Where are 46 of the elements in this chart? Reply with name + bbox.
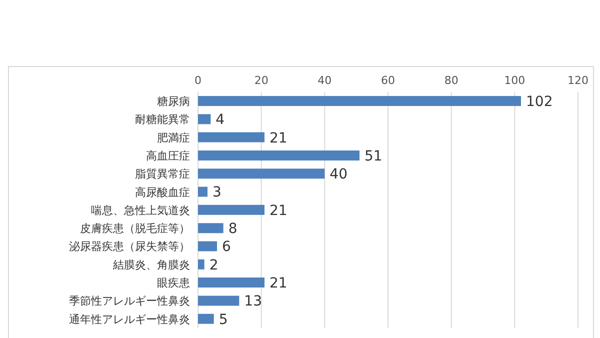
data-label: 21 <box>270 276 288 292</box>
data-label: 8 <box>228 221 238 238</box>
bar <box>198 186 208 197</box>
y-tick-label: 皮膚疾患（脱毛症等） <box>80 222 190 236</box>
y-tick-label: 通年性アレルギー性鼻炎 <box>69 312 190 326</box>
x-tick-label: 40 <box>318 74 332 87</box>
bar <box>198 314 214 324</box>
data-label: 2 <box>209 257 218 274</box>
y-tick-label: 糖尿病 <box>157 94 190 108</box>
x-tick-label: 20 <box>254 74 268 87</box>
data-label: 6 <box>222 239 231 256</box>
data-label: 51 <box>364 148 382 164</box>
x-tick-label: 0 <box>194 74 202 87</box>
bar <box>198 168 325 179</box>
y-tick-label: 季節性アレルギー性鼻炎 <box>69 294 190 308</box>
data-label: 21 <box>270 202 288 219</box>
bar <box>198 223 224 234</box>
x-tick-label: 60 <box>381 74 395 87</box>
y-tick-label: 高血圧症 <box>146 149 190 162</box>
data-label: 40 <box>330 166 348 183</box>
y-tick-label: 高尿酸血症 <box>135 186 190 199</box>
bar <box>198 259 204 270</box>
data-label: 21 <box>270 130 288 146</box>
data-label: 102 <box>526 94 553 110</box>
bar <box>198 132 264 142</box>
data-label: 3 <box>212 184 222 201</box>
bar <box>198 114 211 124</box>
y-tick-label: 泌尿器疾患（尿失禁等） <box>69 240 190 254</box>
x-tick-label: 120 <box>568 74 588 87</box>
bar <box>198 96 521 106</box>
bar <box>198 150 360 160</box>
y-tick-label: 結膜炎、角膜炎 <box>112 258 190 272</box>
y-tick-label: 耐糖能異常 <box>135 113 190 126</box>
data-label: 5 <box>218 312 228 328</box>
y-tick-label: 眼疾患 <box>157 276 190 290</box>
bar <box>198 296 240 306</box>
y-tick-label: 肥満症 <box>157 131 190 144</box>
bar <box>198 241 217 252</box>
bar <box>198 278 264 288</box>
data-label: 13 <box>244 294 262 310</box>
y-tick-label: 脂質異常症 <box>135 168 190 181</box>
data-label: 4 <box>216 112 225 128</box>
x-tick-label: 80 <box>444 74 458 87</box>
bar <box>198 204 264 215</box>
y-tick-label: 喘息、急性上気道炎 <box>91 204 190 217</box>
x-tick-label: 100 <box>504 74 526 87</box>
